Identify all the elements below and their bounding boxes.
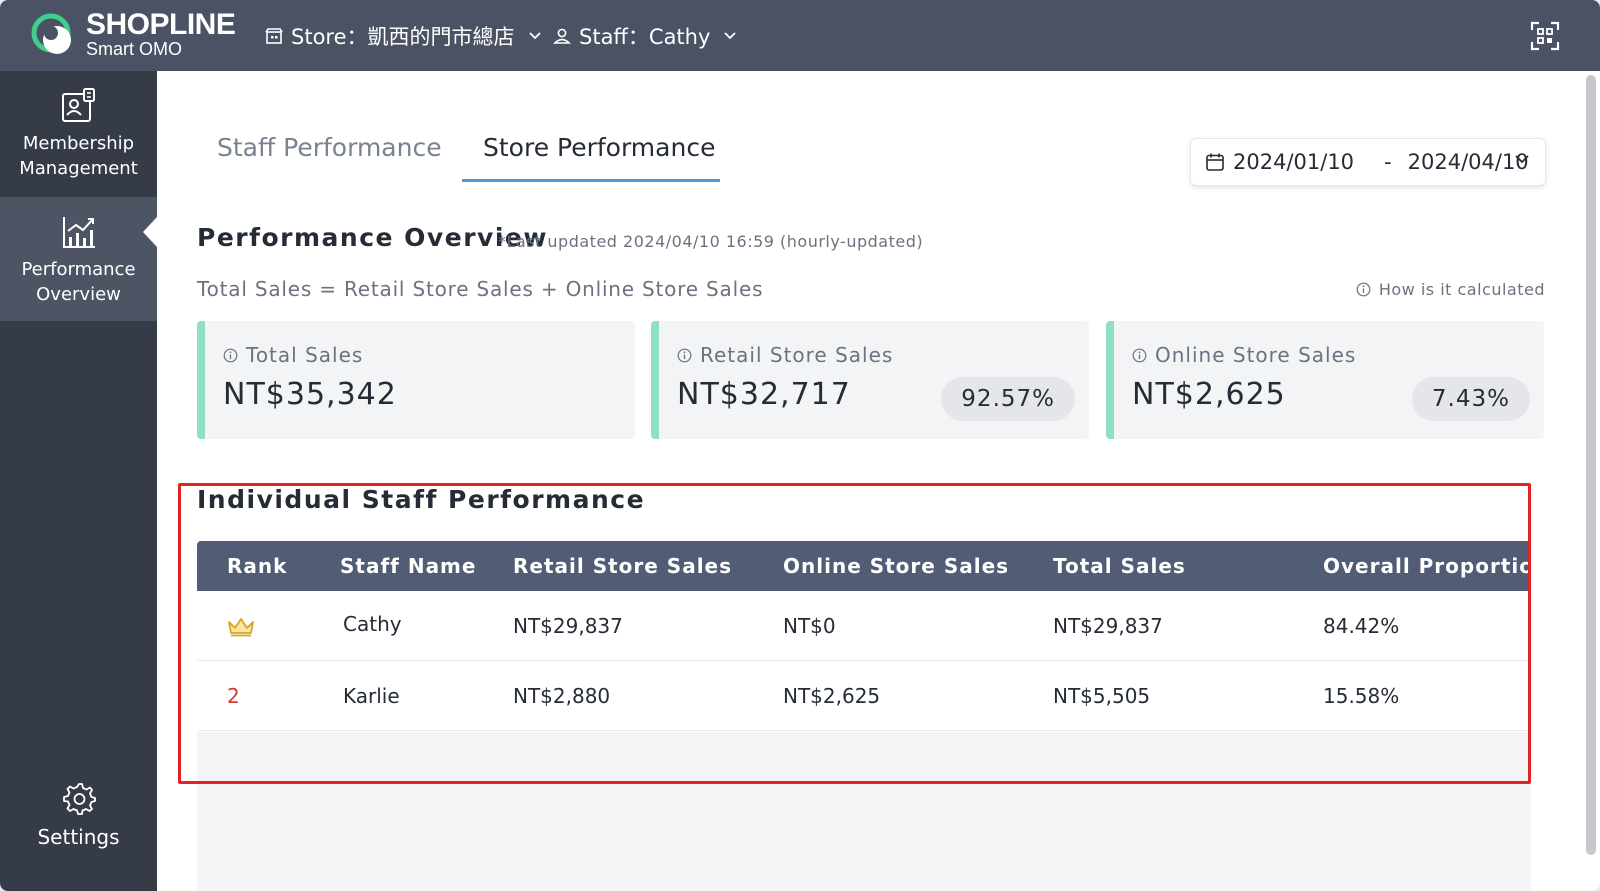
online-store-sales-card: Online Store Sales NT$2,625 7.43% [1106, 321, 1544, 439]
sidebar-item-membership[interactable]: Membership Management [0, 71, 157, 197]
chevron-down-icon [724, 32, 737, 40]
proportion-badge: 7.43% [1411, 377, 1530, 421]
user-icon [553, 28, 571, 44]
cell-total-sales: NT$5,505 [1053, 684, 1151, 708]
date-end: 2024/04/10 [1407, 150, 1529, 174]
proportion-badge: 92.57% [941, 377, 1075, 421]
column-header-overall-proportion[interactable]: Overall Proportion [1323, 554, 1550, 578]
individual-staff-performance-title: Individual Staff Performance [197, 485, 646, 514]
card-value: NT$2,625 [1132, 377, 1286, 412]
cell-staff-name: Karlie [343, 684, 400, 708]
total-sales-card: Total Sales NT$35,342 [197, 321, 635, 439]
cell-overall-proportion: 84.42% [1323, 614, 1400, 638]
retail-store-sales-card: Retail Store Sales NT$32,717 92.57% [651, 321, 1089, 439]
card-label-text: Online Store Sales [1155, 343, 1357, 367]
card-label: Total Sales [223, 343, 363, 367]
store-select-label: Store：凱西的門市總店 [291, 25, 515, 49]
main-content: Staff Performance Store Performance 2024… [157, 71, 1600, 891]
performance-overview-title: Performance Overview [197, 223, 548, 252]
store-select[interactable]: Store：凱西的門市總店 [265, 22, 549, 50]
logo-subtitle: Smart OMO [86, 39, 183, 59]
sidebar-item-performance-label-1: Performance [21, 259, 136, 280]
date-start: 2024/01/10 [1233, 150, 1355, 174]
column-header-rank[interactable]: Rank [227, 554, 288, 578]
tab-staff-performance[interactable]: Staff Performance [217, 133, 442, 162]
tab-store-performance[interactable]: Store Performance [483, 133, 716, 162]
gear-icon [62, 783, 96, 815]
cell-retail-sales: NT$2,880 [513, 684, 611, 708]
card-value: NT$32,717 [677, 377, 851, 412]
card-label-text: Total Sales [246, 343, 364, 367]
cell-staff-name: Cathy [343, 612, 402, 636]
active-tab-indicator [462, 179, 720, 182]
calendar-icon [1206, 153, 1224, 171]
column-header-retail-sales[interactable]: Retail Store Sales [513, 554, 733, 578]
sidebar-item-settings[interactable]: Settings [0, 781, 157, 871]
card-value: NT$35,342 [223, 377, 397, 412]
card-label: Online Store Sales [1132, 343, 1356, 367]
table-empty-area [197, 732, 1531, 891]
last-updated-text: *Last updated 2024/04/10 16:59 (hourly-u… [498, 232, 924, 251]
chart-icon [62, 217, 95, 248]
sidebar-item-membership-label-1: Membership [22, 133, 135, 154]
card-label: Retail Store Sales [677, 343, 893, 367]
how-calculated-link[interactable]: How is it calculated [1356, 280, 1545, 299]
cell-total-sales: NT$29,837 [1053, 614, 1163, 638]
date-range-picker[interactable]: 2024/01/10 - 2024/04/10 [1190, 138, 1546, 186]
sidebar-item-performance-label-2: Overview [36, 284, 121, 305]
staff-select[interactable]: Staff：Cathy [553, 22, 744, 50]
sales-formula: Total Sales = Retail Store Sales + Onlin… [197, 277, 764, 301]
column-header-staff-name[interactable]: Staff Name [340, 554, 477, 578]
info-icon [1356, 282, 1371, 297]
date-separator: - [1384, 150, 1392, 174]
sidebar: Membership Management Performance Overvi… [0, 71, 157, 891]
info-icon[interactable] [223, 348, 238, 363]
top-bar: SHOPLINE Smart OMO Store：凱西的門市總店 Staff：C… [0, 0, 1600, 71]
logo-text: SHOPLINE [86, 8, 236, 41]
column-header-online-sales[interactable]: Online Store Sales [783, 554, 1010, 578]
column-header-total-sales[interactable]: Total Sales [1053, 554, 1186, 578]
cell-online-sales: NT$2,625 [783, 684, 881, 708]
staff-performance-table: Rank Staff Name Retail Store Sales Onlin… [197, 541, 1548, 731]
staff-select-label: Staff：Cathy [579, 25, 711, 49]
shopline-logo-icon [31, 13, 71, 54]
membership-icon [61, 88, 95, 122]
table-header: Rank Staff Name Retail Store Sales Onlin… [197, 541, 1548, 591]
highlight-annotation-box [178, 483, 1531, 784]
cell-rank: 2 [227, 684, 240, 708]
cell-overall-proportion: 15.58% [1323, 684, 1400, 708]
sidebar-item-membership-label-2: Management [19, 158, 138, 179]
sidebar-item-performance[interactable]: Performance Overview [0, 197, 157, 321]
cell-online-sales: NT$0 [783, 614, 836, 638]
sidebar-item-settings-label: Settings [37, 825, 120, 849]
info-icon[interactable] [677, 348, 692, 363]
qr-scan-icon[interactable] [1530, 21, 1560, 51]
scrollbar[interactable] [1586, 75, 1596, 855]
cell-retail-sales: NT$29,837 [513, 614, 623, 638]
card-label-text: Retail Store Sales [700, 343, 894, 367]
crown-icon [228, 618, 254, 637]
how-calculated-label: How is it calculated [1378, 280, 1545, 299]
store-icon [265, 28, 283, 44]
chevron-down-icon [528, 32, 541, 40]
table-row[interactable]: Cathy NT$29,837 NT$0 NT$29,837 84.42% [197, 591, 1531, 661]
info-icon[interactable] [1132, 348, 1147, 363]
chevron-down-icon [1515, 155, 1529, 164]
table-row[interactable]: 2 Karlie NT$2,880 NT$2,625 NT$5,505 15.5… [197, 661, 1531, 731]
